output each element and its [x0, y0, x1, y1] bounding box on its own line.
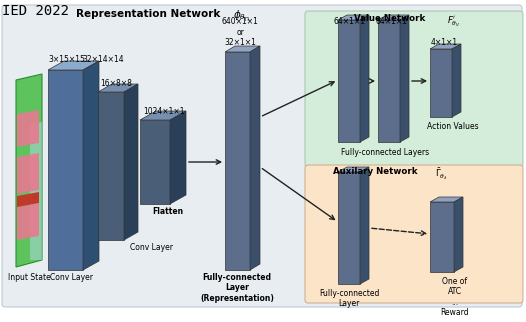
Polygon shape — [16, 74, 42, 267]
Polygon shape — [452, 44, 461, 117]
Text: 4×1×1: 4×1×1 — [431, 38, 458, 47]
Polygon shape — [140, 111, 186, 120]
Polygon shape — [17, 192, 39, 207]
Polygon shape — [430, 49, 452, 117]
Polygon shape — [250, 46, 260, 270]
Text: Input State: Input State — [7, 273, 50, 282]
Text: $F^{\prime}_{\theta_{V}}$: $F^{\prime}_{\theta_{V}}$ — [447, 14, 461, 29]
Polygon shape — [338, 167, 369, 172]
Polygon shape — [360, 167, 369, 284]
Polygon shape — [430, 44, 461, 49]
Polygon shape — [17, 203, 39, 240]
Polygon shape — [124, 84, 138, 240]
Polygon shape — [170, 111, 186, 204]
Polygon shape — [430, 202, 454, 272]
Text: Fully-connected
Layer
(Representation): Fully-connected Layer (Representation) — [200, 273, 274, 303]
Polygon shape — [30, 122, 42, 260]
Polygon shape — [430, 197, 463, 202]
FancyBboxPatch shape — [2, 5, 522, 307]
Polygon shape — [140, 120, 170, 204]
Text: Fully-connected
Layer: Fully-connected Layer — [319, 289, 379, 308]
Polygon shape — [338, 172, 360, 284]
Text: $\bar{\Gamma}_{\theta_{\lambda}}$: $\bar{\Gamma}_{\theta_{\lambda}}$ — [435, 167, 448, 182]
Text: Value Network: Value Network — [355, 14, 426, 23]
Polygon shape — [83, 61, 99, 270]
Text: 64×1×1: 64×1×1 — [334, 17, 366, 26]
Text: 1024×1×1: 1024×1×1 — [143, 107, 185, 116]
Polygon shape — [454, 197, 463, 272]
Polygon shape — [17, 153, 39, 194]
Polygon shape — [48, 70, 83, 270]
Text: Representation Network: Representation Network — [76, 9, 220, 19]
Text: Fully-connected Layers: Fully-connected Layers — [341, 148, 429, 157]
Polygon shape — [98, 92, 124, 240]
Text: 64×1×1: 64×1×1 — [375, 17, 407, 26]
Polygon shape — [400, 15, 409, 142]
Text: $\phi_{\theta_{\Pi}}$: $\phi_{\theta_{\Pi}}$ — [233, 9, 250, 24]
Text: Conv Layer: Conv Layer — [50, 273, 94, 282]
Text: IED 2022: IED 2022 — [2, 4, 69, 18]
Text: 640×1×1
or
32×1×1: 640×1×1 or 32×1×1 — [222, 17, 259, 47]
Text: 32×14×14: 32×14×14 — [82, 55, 124, 64]
Polygon shape — [338, 20, 360, 142]
Polygon shape — [338, 15, 369, 20]
Text: 3×15×15: 3×15×15 — [48, 55, 85, 64]
Text: One of
ATC
...
Reward: One of ATC ... Reward — [441, 277, 469, 317]
FancyBboxPatch shape — [305, 11, 523, 167]
Polygon shape — [378, 20, 400, 142]
Polygon shape — [98, 84, 138, 92]
Text: Action Values: Action Values — [427, 122, 479, 131]
Polygon shape — [17, 110, 39, 147]
Polygon shape — [378, 15, 409, 20]
Polygon shape — [48, 61, 99, 70]
Polygon shape — [360, 15, 369, 142]
Text: Conv Layer: Conv Layer — [130, 243, 173, 252]
Text: 16×8×8: 16×8×8 — [100, 79, 132, 88]
Polygon shape — [225, 52, 250, 270]
Text: Auxilary Network: Auxilary Network — [332, 167, 417, 176]
FancyBboxPatch shape — [305, 165, 523, 303]
Polygon shape — [225, 46, 260, 52]
Text: Flatten: Flatten — [153, 207, 184, 216]
